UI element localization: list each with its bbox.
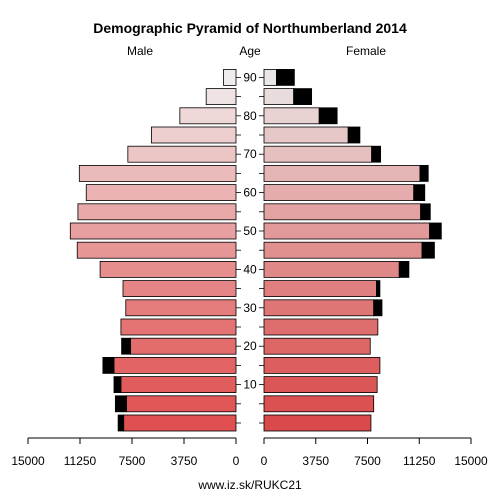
male-axis-label-15000: 15000 [11, 454, 45, 468]
male-bar-45 [76, 241, 237, 259]
male-excess-bar-20 [121, 337, 132, 355]
female-bar-40 [263, 260, 400, 278]
male-bar-60 [85, 184, 237, 202]
male-label: Male [127, 44, 153, 58]
male-bar-15 [113, 356, 237, 374]
female-axis-label-11250: 11250 [403, 454, 436, 468]
female-bar-60 [263, 184, 415, 202]
female-bar-35 [263, 280, 377, 298]
male-bar-40 [99, 260, 237, 278]
male-bar-10 [120, 376, 237, 394]
female-bar-55 [263, 203, 422, 221]
male-bar-25 [120, 318, 237, 336]
male-bar-70 [127, 145, 237, 163]
plot-area: 10 20 30 40 50 60 70 80 90 15000 11250 7500 3750 0 0 37… [11, 69, 488, 468]
female-bar-10 [263, 376, 378, 394]
female-label: Female [346, 44, 386, 58]
male-axis-label-7500: 7500 [119, 454, 146, 468]
female-excess-bar-85 [293, 88, 313, 105]
age-tick-label-20: 20 [243, 339, 257, 353]
male-excess-bar-10 [113, 376, 122, 394]
male-bar-85 [205, 88, 237, 105]
female-axis-label-0: 0 [261, 454, 268, 468]
female-excess-bar-70 [371, 145, 382, 163]
male-bar-75 [151, 126, 237, 144]
female-excess-bar-30 [373, 299, 383, 317]
female-bar-15 [263, 356, 381, 374]
male-bar-65 [78, 164, 237, 182]
age-tick-label-80: 80 [243, 109, 257, 123]
female-bar-5 [263, 395, 375, 413]
age-tick-label-60: 60 [243, 186, 257, 200]
female-bar-20 [263, 337, 371, 355]
female-bar-90 [263, 69, 277, 86]
male-bar-30 [125, 299, 237, 317]
age-tick-label-30: 30 [243, 301, 257, 315]
male-bar-90 [223, 69, 237, 86]
male-excess-bar-5 [114, 395, 127, 413]
female-bar-0 [263, 414, 372, 432]
male-bar-20 [130, 337, 237, 355]
female-excess-bar-35 [376, 280, 381, 298]
age-label: Age [239, 44, 261, 58]
female-bar-25 [263, 318, 379, 336]
age-tick-label-10: 10 [243, 378, 257, 392]
female-bar-80 [263, 107, 320, 125]
male-bar-55 [77, 203, 237, 221]
male-axis-label-11250: 11250 [64, 454, 97, 468]
female-bar-50 [263, 222, 431, 240]
male-bar-5 [126, 395, 237, 413]
female-bar-85 [263, 88, 295, 105]
female-excess-bar-90 [276, 69, 295, 86]
male-bar-35 [122, 280, 237, 298]
age-tick-label-90: 90 [243, 70, 257, 84]
female-excess-bar-55 [420, 203, 431, 221]
female-excess-bar-40 [398, 260, 410, 278]
age-tick-label-70: 70 [243, 147, 257, 161]
chart-title: Demographic Pyramid of Northumberland 20… [93, 20, 407, 36]
female-excess-bar-65 [419, 164, 429, 182]
male-bar-0 [123, 414, 237, 432]
female-bar-65 [263, 164, 421, 182]
female-bar-45 [263, 241, 423, 259]
male-bar-50 [69, 222, 237, 240]
male-excess-bar-15 [102, 356, 115, 374]
female-axis-label-3750: 3750 [302, 454, 329, 468]
female-bar-30 [263, 299, 375, 317]
male-excess-bar-0 [117, 414, 125, 432]
female-excess-bar-45 [421, 241, 435, 259]
male-axis-label-0: 0 [233, 454, 240, 468]
male-axis-label-3750: 3750 [171, 454, 198, 468]
female-axis-label-7500: 7500 [354, 454, 381, 468]
age-tick-label-50: 50 [243, 224, 257, 238]
female-excess-bar-60 [413, 184, 426, 202]
female-axis-label-15000: 15000 [454, 454, 488, 468]
age-tick-label-40: 40 [243, 262, 257, 276]
female-bar-75 [263, 126, 349, 144]
female-excess-bar-75 [347, 126, 361, 144]
female-excess-bar-50 [429, 222, 442, 240]
female-bar-70 [263, 145, 373, 163]
source-footer: www.iz.sk/RUKC21 [197, 478, 302, 492]
female-excess-bar-80 [318, 107, 338, 125]
male-bar-80 [179, 107, 237, 125]
